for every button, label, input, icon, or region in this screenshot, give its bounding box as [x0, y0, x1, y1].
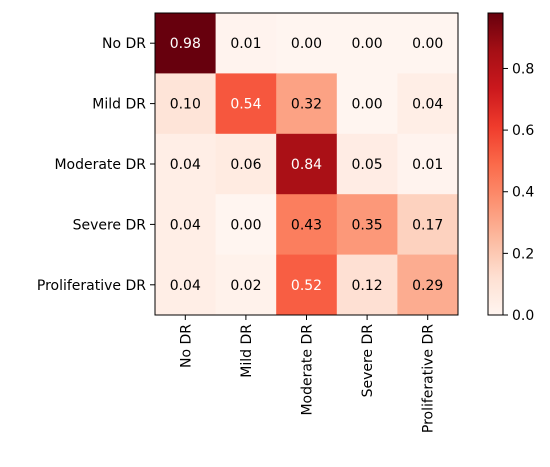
heatmap-cell [215, 73, 277, 135]
column-tick-label: Mild DR [239, 324, 255, 378]
cell-value-label: 0.32 [291, 97, 322, 113]
heatmap-cell [155, 133, 217, 195]
cell-value-label: 0.00 [291, 36, 322, 52]
column-tick-label: Severe DR [360, 324, 376, 398]
colorbar-gradient [487, 12, 504, 316]
heatmap-cells [155, 13, 459, 316]
heatmap-cell [215, 254, 277, 316]
heatmap-cell [276, 254, 338, 316]
colorbar-tick-label: 0.4 [512, 185, 534, 201]
cell-value-label: 0.04 [170, 278, 201, 294]
cell-value-label: 0.35 [352, 217, 383, 233]
heatmap-cell [215, 194, 277, 256]
cell-value-label: 0.05 [352, 157, 383, 173]
colorbar: 0.0 0.2 0.4 0.6 0.8 [487, 12, 534, 324]
cell-value-label: 0.00 [230, 217, 261, 233]
row-tick-label: No DR [102, 36, 146, 52]
heatmap-cell [155, 254, 217, 316]
cell-value-label: 0.01 [230, 36, 261, 52]
column-tick-label: Proliferative DR [421, 324, 437, 433]
row-tick-label: Severe DR [73, 217, 147, 233]
cell-value-labels: 0.98 0.01 0.00 0.00 0.00 0.10 0.54 0.32 0.00 0.04… [170, 36, 444, 294]
cell-value-label: 0.43 [291, 217, 322, 233]
column-tick-labels: No DR Mild DR Moderate DR Severe DR Prolifer… [178, 315, 437, 433]
heatmap-cell [336, 254, 398, 316]
colorbar-tick-label: 0.8 [512, 61, 534, 77]
column-tick-label: No DR [178, 324, 194, 368]
colorbar-tick-label: 0.2 [512, 246, 534, 262]
heatmap-cell [155, 13, 217, 74]
cell-value-label: 0.01 [412, 157, 443, 173]
heatmap-cell [397, 133, 459, 195]
heatmap-cell [397, 73, 459, 135]
cell-value-label: 0.29 [412, 278, 443, 294]
heatmap-cell [276, 73, 338, 135]
heatmap-cell [215, 133, 277, 195]
cell-value-label: 0.00 [352, 97, 383, 113]
heatmap-cell [215, 13, 277, 74]
heatmap-cell [336, 73, 398, 135]
cell-value-label: 0.52 [291, 278, 322, 294]
cell-value-label: 0.00 [412, 36, 443, 52]
cell-value-label: 0.17 [412, 217, 443, 233]
heatmap-cell [155, 73, 217, 135]
heatmap-cell [397, 194, 459, 256]
heatmap-cell [336, 13, 398, 74]
heatmap-cell [155, 194, 217, 256]
heatmap-cell [397, 254, 459, 316]
cell-value-label: 0.04 [170, 217, 201, 233]
heatmap-cell [336, 194, 398, 256]
row-tick-label: Proliferative DR [37, 278, 146, 294]
cell-value-label: 0.04 [412, 97, 443, 113]
heatmap-cell [397, 13, 459, 74]
row-tick-label: Moderate DR [54, 157, 146, 173]
cell-value-label: 0.10 [170, 97, 201, 113]
heatmap-cell [276, 133, 338, 195]
row-tick-label: Mild DR [92, 97, 146, 113]
heatmap-cell [276, 13, 338, 74]
row-tick-labels: No DR Mild DR Moderate DR Severe DR Prolifer… [37, 36, 155, 294]
cell-value-label: 0.02 [230, 278, 261, 294]
heatmap-cell [276, 194, 338, 256]
cell-value-label: 0.12 [352, 278, 383, 294]
colorbar-tick-label: 0.0 [512, 308, 534, 324]
cell-value-label: 0.04 [170, 157, 201, 173]
cell-value-label: 0.06 [230, 157, 261, 173]
cell-value-label: 0.98 [170, 36, 201, 52]
cell-value-label: 0.54 [230, 97, 261, 113]
cell-value-label: 0.00 [352, 36, 383, 52]
heatmap-cell [336, 133, 398, 195]
column-tick-label: Moderate DR [300, 324, 316, 416]
colorbar-tick-label: 0.6 [512, 123, 534, 139]
cell-value-label: 0.84 [291, 157, 322, 173]
